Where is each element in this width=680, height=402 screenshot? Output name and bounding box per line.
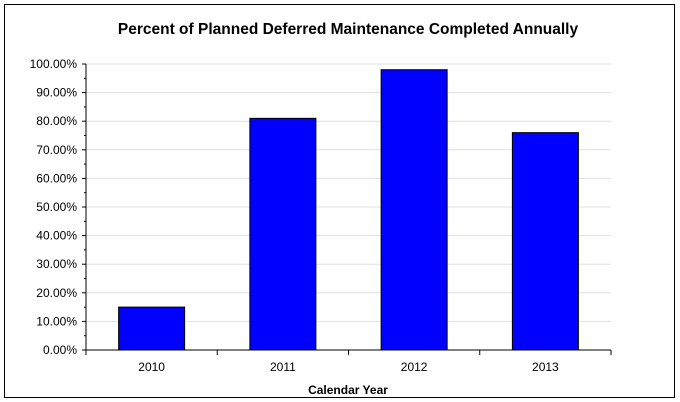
y-tick-label: 80.00% xyxy=(36,114,77,128)
y-tick-label: 60.00% xyxy=(36,171,77,185)
y-tick-label: 30.00% xyxy=(36,257,77,271)
x-tick-labels: 2010 2011 2012 2013 xyxy=(138,360,559,374)
axes xyxy=(82,63,612,355)
y-tick-label: 0.00% xyxy=(43,343,77,357)
bar xyxy=(511,132,579,351)
y-tick-label: 20.00% xyxy=(36,286,77,300)
y-tick-label: 90.00% xyxy=(36,86,77,100)
y-tick-label: 100.00% xyxy=(30,57,78,71)
chart-title: Percent of Planned Deferred Maintenance … xyxy=(118,21,579,38)
y-tick-label: 40.00% xyxy=(36,229,77,243)
y-tick-label: 10.00% xyxy=(36,314,77,328)
y-tick-labels: 0.00% 10.00% 20.00% 30.00% 40.00% 50.00% 60.00… xyxy=(30,57,78,357)
bar xyxy=(249,117,317,351)
x-tick-label: 2011 xyxy=(270,360,296,374)
y-tick-label: 70.00% xyxy=(36,143,77,157)
x-tick-label: 2013 xyxy=(532,360,559,374)
bars xyxy=(118,69,579,351)
x-tick-label: 2010 xyxy=(138,360,165,374)
y-tick-label: 50.00% xyxy=(36,200,77,214)
x-tick-label: 2012 xyxy=(401,360,428,374)
bar xyxy=(380,69,448,351)
bar xyxy=(118,306,186,351)
x-axis-title: Calendar Year xyxy=(308,383,388,397)
